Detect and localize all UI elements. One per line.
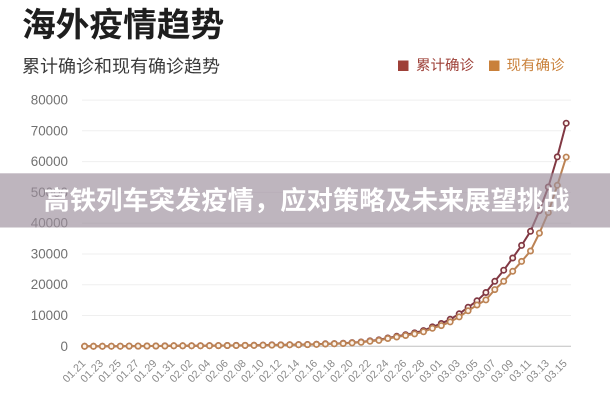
svg-text:60000: 60000 [31, 154, 68, 169]
svg-text:70000: 70000 [31, 123, 68, 138]
svg-text:30000: 30000 [31, 247, 68, 262]
svg-text:10000: 10000 [31, 308, 68, 323]
svg-text:20000: 20000 [31, 277, 68, 292]
svg-text:0: 0 [61, 339, 68, 354]
svg-text:80000: 80000 [31, 93, 68, 108]
